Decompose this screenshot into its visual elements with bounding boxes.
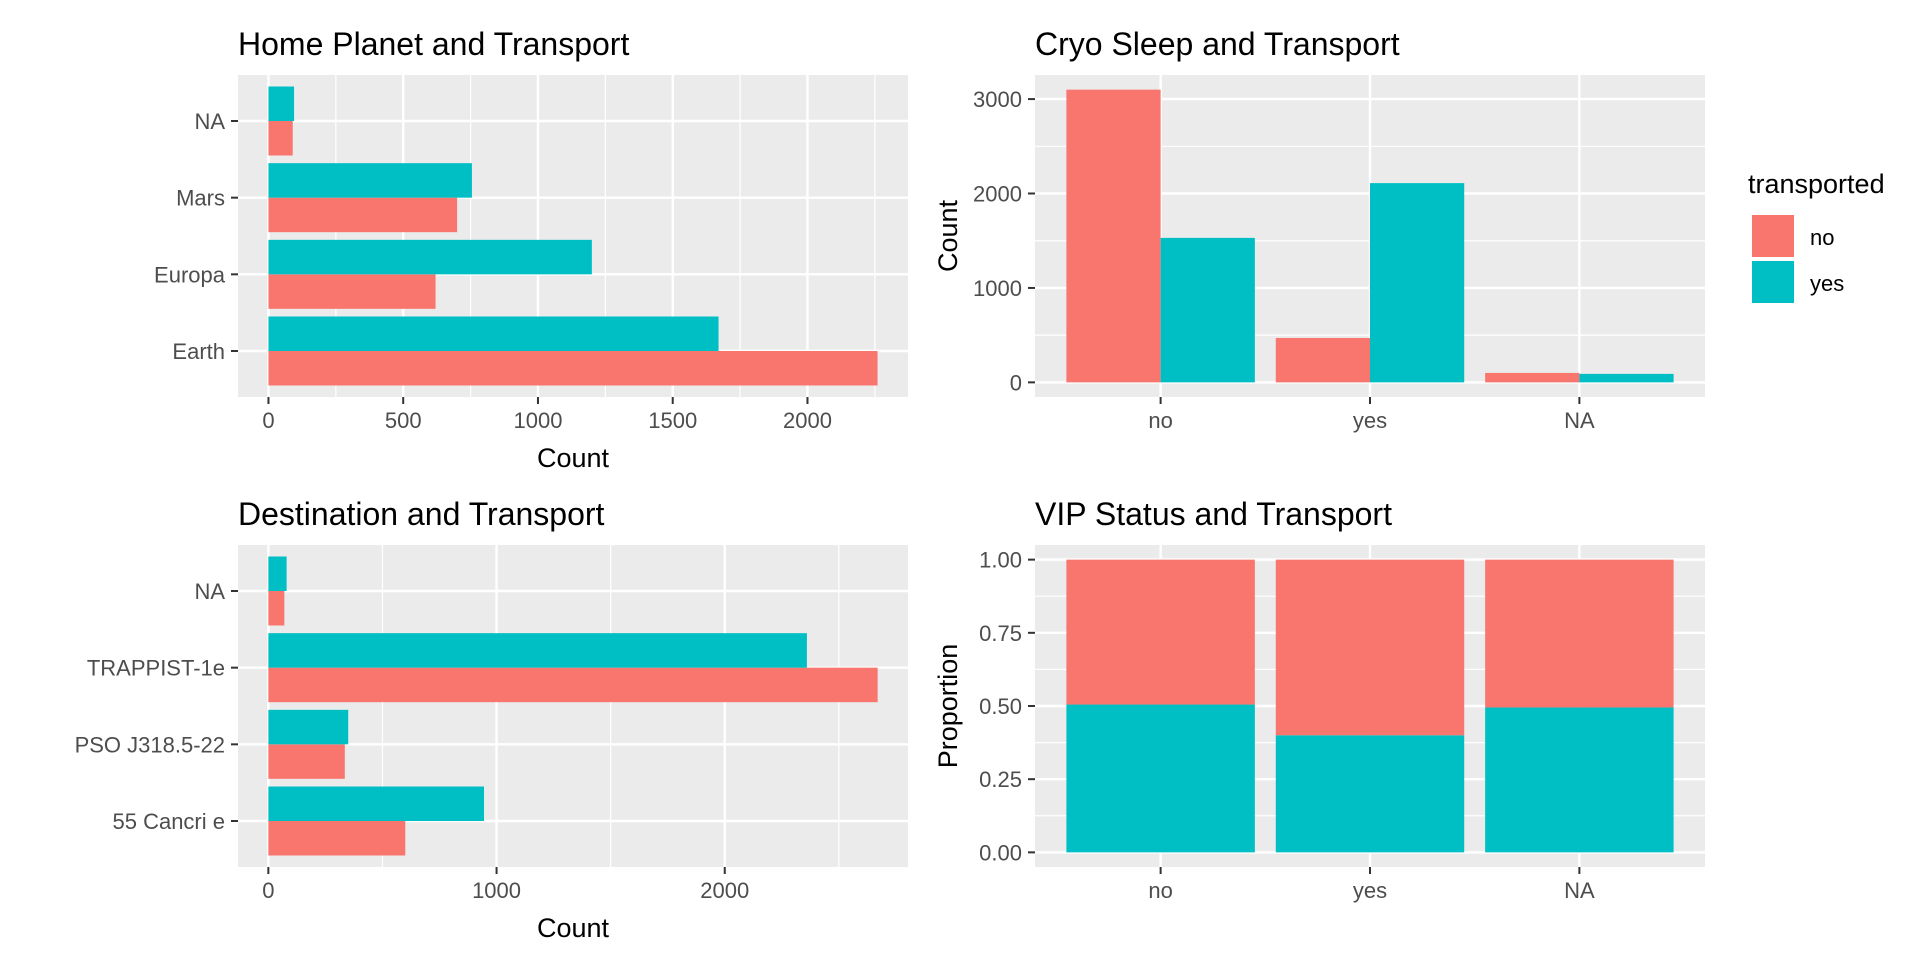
cryo-sleep-bar-no (1275, 337, 1370, 383)
home-planet-bar-no (268, 351, 878, 386)
vip-status-y-tick-label: 0.25 (979, 767, 1022, 792)
legend-title: transported (1748, 169, 1885, 199)
destination-x-tick-label: 2000 (700, 878, 749, 903)
cryo-sleep-bar-yes (1370, 183, 1465, 383)
legend: transported no yes (1748, 169, 1885, 303)
home-planet-bar-yes (268, 163, 472, 198)
home-planet-x-tick-label: 500 (385, 408, 422, 433)
home-planet-y-tick-label: Mars (176, 186, 225, 211)
home-planet-bar-yes (268, 316, 719, 351)
cryo-sleep-x-tick-label: no (1148, 408, 1172, 433)
destination-y-tick-label: NA (194, 579, 225, 604)
home-planet-x-tick-label: 0 (262, 408, 274, 433)
home-planet-y-tick-label: Earth (172, 339, 225, 364)
home-planet-bar-no (268, 274, 436, 309)
cryo-sleep-x-tick-label: yes (1353, 408, 1387, 433)
legend-key-no (1752, 215, 1794, 257)
destination-bar-yes (268, 786, 485, 821)
destination-bar-no (268, 591, 285, 626)
destination-x-axis-title: Count (537, 913, 610, 943)
vip-status-y-axis-title: Proportion (933, 644, 963, 769)
destination-bar-no (268, 744, 345, 779)
home-planet-bar-yes (268, 239, 592, 275)
cryo-sleep-x-tick-label: NA (1564, 408, 1595, 433)
destination-bar-no (268, 821, 406, 856)
cryo-sleep-bar-yes (1160, 237, 1255, 383)
destination-x-tick-label: 1000 (472, 878, 521, 903)
home-planet-bar-no (268, 121, 293, 156)
legend-label-yes: yes (1810, 271, 1844, 296)
cryo-sleep-bar-no (1066, 89, 1161, 383)
vip-status-bar-no (1066, 559, 1255, 705)
cryo-sleep-y-tick-label: 3000 (973, 87, 1022, 112)
vip-status-x-tick-label: yes (1353, 878, 1387, 903)
vip-status-x-tick-label: no (1148, 878, 1172, 903)
vip-status-y-tick-label: 0.50 (979, 694, 1022, 719)
vip-status-bar-yes (1485, 707, 1674, 853)
home-planet-x-tick-label: 1000 (513, 408, 562, 433)
home-planet-x-tick-label: 2000 (783, 408, 832, 433)
destination-bar-yes (268, 556, 287, 591)
home-planet-bar-yes (268, 86, 295, 121)
cryo-sleep-y-axis-title: Count (933, 199, 963, 272)
destination-bar-no (268, 667, 878, 703)
cryo-sleep-y-tick-label: 1000 (973, 276, 1022, 301)
home-planet-x-axis-title: Count (537, 443, 610, 473)
destination-bar-yes (268, 633, 807, 668)
legend-key-yes (1752, 261, 1794, 303)
destination-y-tick-label: TRAPPIST-1e (87, 656, 225, 681)
destination-x-tick-label: 0 (262, 878, 274, 903)
vip-status-bar-no (1485, 559, 1674, 708)
panel-title-home-planet: Home Planet and Transport (238, 26, 629, 62)
legend-label-no: no (1810, 225, 1834, 250)
vip-status-y-tick-label: 1.00 (979, 548, 1022, 573)
vip-status-bar-yes (1066, 704, 1255, 853)
panel-title-destination: Destination and Transport (238, 496, 605, 532)
cryo-sleep-bar-yes (1579, 373, 1674, 383)
vip-status-y-tick-label: 0.75 (979, 621, 1022, 646)
vip-status-bar-yes (1275, 735, 1465, 853)
home-planet-x-tick-label: 1500 (648, 408, 697, 433)
cryo-sleep-y-tick-label: 2000 (973, 182, 1022, 207)
home-planet-bar-no (268, 197, 458, 233)
home-planet-y-tick-label: NA (194, 109, 225, 134)
cryo-sleep-bar-no (1485, 372, 1580, 383)
vip-status-x-tick-label: NA (1564, 878, 1595, 903)
destination-y-tick-label: PSO J318.5-22 (75, 732, 225, 757)
panel-title-cryo-sleep: Cryo Sleep and Transport (1035, 26, 1400, 62)
home-planet-y-tick-label: Europa (154, 262, 226, 287)
destination-bar-yes (268, 709, 349, 745)
destination-y-tick-label: 55 Cancri e (112, 809, 225, 834)
vip-status-y-tick-label: 0.00 (979, 840, 1022, 865)
panel-title-vip-status: VIP Status and Transport (1035, 496, 1392, 532)
cryo-sleep-y-tick-label: 0 (1010, 370, 1022, 395)
vip-status-bar-no (1275, 559, 1465, 736)
